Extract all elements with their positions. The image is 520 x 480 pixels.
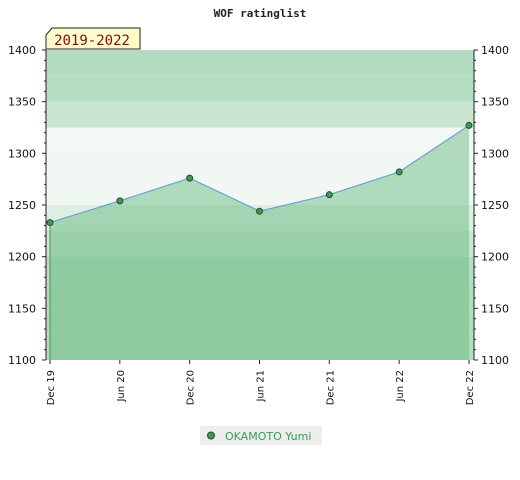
- y-tick-label-right: 1150: [481, 302, 509, 315]
- y-tick-label-left: 1400: [8, 44, 36, 57]
- y-tick-label-right: 1350: [481, 96, 509, 109]
- y-axis-right: 1100 1150 1200 1250 1300 1350 1400: [474, 44, 509, 367]
- data-point: [465, 121, 473, 129]
- y-tick-label-right: 1200: [481, 251, 509, 264]
- data-point: [325, 191, 333, 199]
- data-point: [395, 168, 403, 176]
- data-point: [116, 197, 124, 205]
- x-tick-label: Jun 20: [116, 370, 127, 403]
- y-tick-label-left: 1150: [8, 302, 36, 315]
- band: [46, 282, 474, 309]
- y-tick-label-right: 1100: [481, 354, 509, 367]
- y-tick-label-right: 1400: [481, 44, 509, 57]
- data-point: [46, 219, 54, 227]
- period-label: 2019-2022: [54, 33, 130, 49]
- band-highlight: [46, 127, 474, 154]
- band: [46, 230, 474, 257]
- band: [46, 256, 474, 283]
- data-points: [46, 121, 473, 227]
- x-tick-label: Jun 22: [395, 370, 406, 403]
- x-tick-label: Dec 22: [465, 370, 476, 405]
- period-badge: 2019-2022: [45, 27, 141, 50]
- x-tick-label: Jun 21: [256, 370, 267, 403]
- band: [46, 153, 474, 180]
- data-point: [256, 207, 263, 215]
- band: [46, 50, 474, 76]
- legend: OKAMOTO Yumi: [200, 426, 322, 445]
- y-tick-label-left: 1100: [8, 354, 36, 367]
- y-axis-left: 1100 1150 1200 1250 1300 1350 1400: [8, 44, 46, 367]
- data-point: [186, 174, 194, 182]
- y-tick-label-left: 1300: [8, 147, 36, 160]
- chart-title: WOF ratinglist: [214, 7, 307, 20]
- y-tick-label-right: 1300: [481, 147, 509, 160]
- x-tick-label: Dec 21: [325, 370, 336, 405]
- legend-series-name: OKAMOTO Yumi: [225, 430, 311, 443]
- legend-background: [200, 426, 322, 445]
- band: [46, 334, 474, 360]
- x-tick-label: Dec 19: [46, 370, 57, 405]
- band: [46, 75, 474, 102]
- band: [46, 308, 474, 335]
- y-tick-label-left: 1350: [8, 96, 36, 109]
- background-bands: [46, 50, 474, 360]
- area-fill: [50, 125, 469, 360]
- y-tick-label-right: 1250: [481, 199, 509, 212]
- y-tick-label-left: 1250: [8, 199, 36, 212]
- legend-marker: [207, 431, 215, 440]
- x-axis: Dec 19 Jun 20 Dec 20 Jun 21 Dec 21 Jun 22 Dec …: [46, 360, 476, 405]
- y-tick-label-left: 1200: [8, 251, 36, 264]
- x-tick-label: Dec 20: [186, 370, 197, 405]
- band: [46, 101, 474, 128]
